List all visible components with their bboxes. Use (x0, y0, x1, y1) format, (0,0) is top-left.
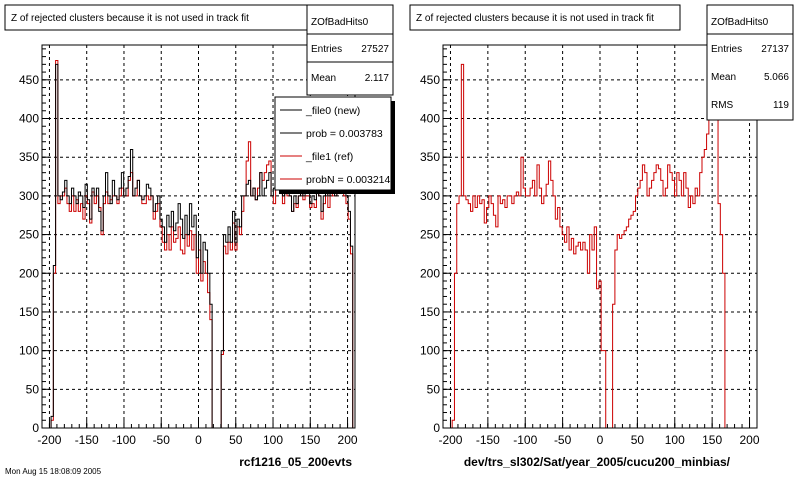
left-panel: Z of rejected clusters because it is not… (4, 4, 395, 469)
left-stats-entries: 27527 (361, 44, 389, 55)
left-title: Z of rejected clusters because it is not… (11, 13, 249, 24)
x-tick-label: 200 (338, 433, 358, 447)
y-tick-label: 100 (19, 344, 39, 358)
right-stats-rms-label: RMS (711, 100, 734, 111)
y-tick-label: 250 (420, 228, 440, 242)
x-tick-label: -200 (438, 433, 462, 447)
y-tick-label: 450 (420, 73, 440, 87)
y-tick-label: 300 (420, 189, 440, 203)
left-stats-box: ZOfBadHits0 Entries 27527 Mean 2.117 (306, 4, 394, 96)
x-tick-label: -200 (37, 433, 61, 447)
legend-box (274, 96, 392, 191)
y-tick-label: 350 (19, 150, 39, 164)
left-legend: _file0 (new) prob = 0.003783 _file1 (ref… (274, 96, 395, 194)
footer-timestamp: Mon Aug 15 18:08:09 2005 (5, 467, 102, 476)
left-x-axis: -200 -150 -100 -50 0 50 100 150 200 (37, 420, 358, 447)
series-line-ref (443, 63, 757, 429)
x-tick-label: 200 (740, 433, 760, 447)
x-tick-label: 150 (702, 433, 722, 447)
x-tick-label: 0 (195, 433, 202, 447)
left-stats-mean: 2.117 (365, 73, 390, 84)
right-stats-box: ZOfBadHits0 Entries 27137 Mean 5.066 RMS… (706, 4, 794, 121)
right-panel: Z of rejected clusters because it is not… (409, 4, 794, 469)
x-tick-label: -100 (513, 433, 537, 447)
x-tick-label: 0 (597, 433, 604, 447)
right-title-box (409, 4, 681, 31)
right-x-axis: -200 -150 -100 -50 0 50 100 150 200 (438, 420, 760, 447)
left-stats-mean-label: Mean (311, 73, 336, 84)
x-tick-label: 100 (665, 433, 685, 447)
y-tick-label: 350 (420, 150, 440, 164)
right-xlabel: dev/trs_sl302/Sat/year_2005/cucu200_minb… (464, 455, 731, 469)
right-stats-entries: 27137 (761, 44, 789, 55)
y-tick-label: 50 (427, 382, 441, 396)
legend-entry-ref: _file1 (ref) (305, 151, 353, 163)
left-xlabel: rcf1216_05_200evts (239, 455, 352, 469)
y-tick-label: 200 (19, 266, 39, 280)
y-tick-label: 150 (420, 305, 440, 319)
right-stats-entries-label: Entries (711, 44, 742, 55)
left-series-new (42, 63, 355, 429)
y-tick-label: 250 (19, 228, 39, 242)
x-tick-label: 50 (229, 433, 243, 447)
legend-entry-new: _file0 (new) (305, 105, 360, 117)
y-tick-label: 450 (19, 73, 39, 87)
right-series-ref (443, 63, 757, 429)
legend-entry-prob: prob = 0.003783 (306, 128, 383, 140)
right-y-axis: 0 50 100 150 200 250 300 350 400 450 (420, 48, 451, 435)
right-stats-mean-label: Mean (711, 72, 736, 83)
y-tick-label: 200 (420, 266, 440, 280)
right-stats-mean: 5.066 (764, 72, 789, 83)
x-tick-label: -150 (476, 433, 500, 447)
right-stats-rms: 119 (773, 100, 789, 111)
x-tick-label: -50 (153, 433, 171, 447)
x-tick-label: -150 (75, 433, 99, 447)
x-tick-label: -50 (554, 433, 572, 447)
y-tick-label: 0 (433, 421, 440, 435)
left-stats-name: ZOfBadHits0 (311, 17, 369, 28)
left-y-axis: 0 50 100 150 200 250 300 350 400 450 (19, 48, 50, 435)
y-tick-label: 0 (32, 421, 39, 435)
y-tick-label: 400 (420, 112, 440, 126)
y-tick-label: 150 (19, 305, 39, 319)
x-tick-label: 50 (631, 433, 645, 447)
y-tick-label: 300 (19, 189, 39, 203)
series-line-new (42, 63, 355, 429)
y-tick-label: 400 (19, 112, 39, 126)
y-tick-label: 50 (26, 382, 40, 396)
legend-entry-probn: probN = 0.003214 (306, 174, 391, 186)
left-title-box (4, 4, 308, 31)
y-tick-label: 100 (420, 344, 440, 358)
right-stats-name: ZOfBadHits0 (711, 17, 769, 28)
x-tick-label: 150 (300, 433, 320, 447)
right-title: Z of rejected clusters because it is not… (416, 13, 654, 24)
left-stats-entries-label: Entries (311, 44, 342, 55)
right-grid (443, 45, 757, 428)
x-tick-label: 100 (263, 433, 283, 447)
x-tick-label: -100 (112, 433, 136, 447)
